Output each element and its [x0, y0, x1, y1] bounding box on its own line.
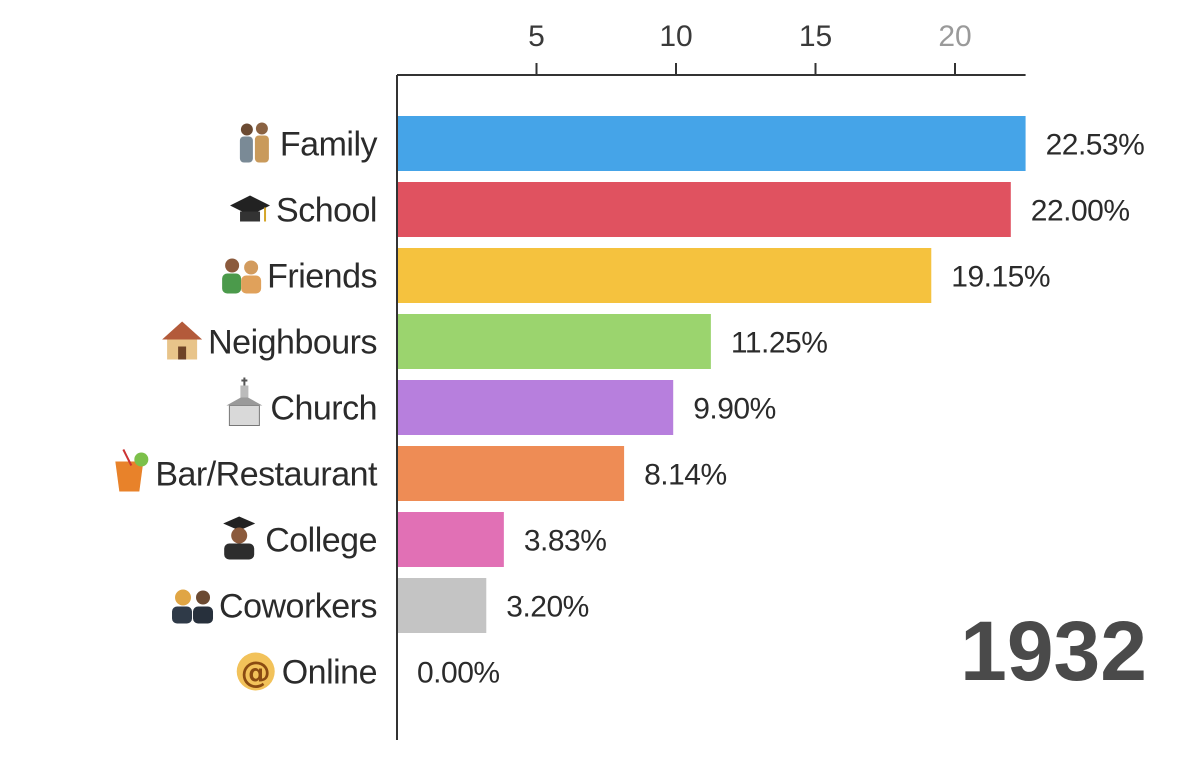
- category-label: Bar/Restaurant: [155, 456, 378, 494]
- bar: [397, 314, 711, 369]
- x-tick-label: 15: [799, 20, 832, 53]
- bar-value-label: 3.20%: [506, 591, 589, 624]
- bar: [397, 380, 674, 435]
- bar-value-label: 3.83%: [524, 525, 607, 558]
- x-axis: 5 10 15 20: [397, 20, 1026, 76]
- category-label: College: [265, 522, 377, 560]
- bar: [397, 248, 932, 303]
- bar-value-label: 22.53%: [1046, 129, 1145, 162]
- x-tick-label: 10: [659, 20, 692, 53]
- bars-group: 22.53% 22.00% 19.15% 11.25% 9.90% 8.14% 3.83% 3…: [397, 116, 1145, 690]
- graduate-icon: [223, 516, 256, 560]
- bar-value-label: 11.25%: [731, 327, 828, 360]
- year-label: 1932: [960, 604, 1147, 698]
- category-label: Neighbours: [208, 324, 377, 362]
- bar: [397, 512, 504, 567]
- church-icon: [226, 377, 263, 426]
- category-label: Family: [280, 126, 378, 164]
- x-tick-label: 5: [528, 20, 545, 53]
- bar: [397, 578, 487, 633]
- cocktail-icon: [115, 449, 149, 492]
- at-sign-icon: @: [236, 652, 275, 691]
- svg-text:@: @: [241, 656, 271, 691]
- family-icon: [239, 122, 269, 163]
- bar-value-label: 9.90%: [693, 393, 776, 426]
- bar-value-label: 0.00%: [417, 657, 500, 690]
- category-label: Friends: [267, 258, 377, 296]
- category-label: Online: [282, 654, 377, 692]
- category-label: Coworkers: [219, 588, 377, 626]
- coworkers-icon: [172, 589, 214, 624]
- bar-value-label: 22.00%: [1031, 195, 1130, 228]
- category-label: School: [276, 192, 377, 230]
- x-tick-label: 20: [938, 20, 971, 53]
- house-icon: [162, 321, 203, 360]
- bar: [397, 116, 1026, 171]
- friends-icon: [222, 258, 262, 294]
- category-label: Church: [270, 390, 377, 428]
- bar-value-label: 8.14%: [644, 459, 727, 492]
- bar-value-label: 19.15%: [951, 261, 1050, 294]
- bar: [397, 446, 625, 501]
- graduation-cap-icon: [230, 195, 271, 222]
- category-labels: Family School Friends Neighbours Church Bar/R…: [115, 122, 379, 692]
- bar: [397, 182, 1011, 237]
